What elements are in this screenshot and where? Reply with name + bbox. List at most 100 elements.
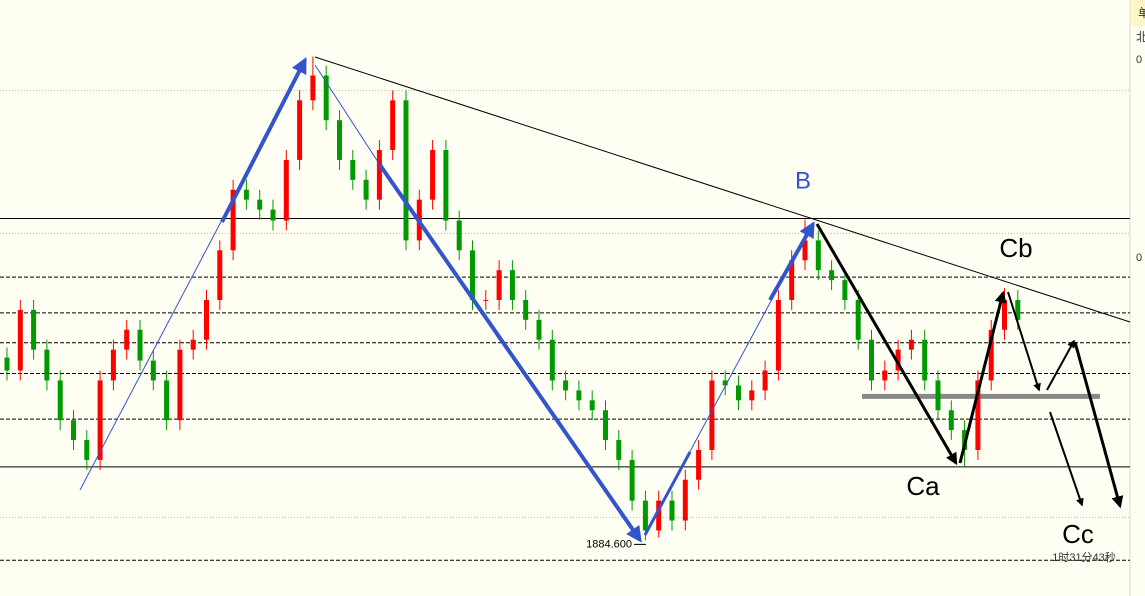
candle-body: [762, 370, 768, 391]
wave-arrow: [378, 163, 642, 543]
candle-body: [536, 319, 542, 340]
candle-body: [110, 349, 116, 381]
candle-body: [257, 199, 263, 210]
candle-body: [177, 349, 183, 421]
candle-body: [629, 459, 635, 501]
candle-body: [563, 380, 569, 391]
candle-body: [576, 390, 582, 401]
wave-arrow: [1049, 411, 1084, 507]
side-label: 0: [1136, 252, 1142, 264]
wave-arrow: [220, 57, 307, 223]
candle-body: [150, 360, 156, 381]
candle-body: [84, 440, 90, 460]
candle-body: [97, 380, 103, 460]
wave-line: [314, 64, 381, 166]
candle-body: [323, 75, 329, 121]
candle-body: [456, 220, 462, 251]
candle-body: [709, 380, 715, 450]
candle-body: [869, 339, 874, 381]
candle-body: [4, 357, 10, 371]
candle-body: [749, 390, 755, 401]
candle-body: [337, 120, 342, 160]
candle-body: [137, 329, 143, 361]
candle-body: [789, 260, 795, 300]
candle-body: [935, 380, 941, 411]
candle-body: [190, 339, 196, 350]
candle-body: [217, 250, 223, 300]
levels: [0, 89, 1130, 561]
candle-body: [855, 299, 861, 340]
candle-body: [124, 329, 130, 350]
candle-body: [470, 250, 475, 300]
candle-body: [390, 100, 396, 150]
candle-body: [948, 410, 954, 431]
candle-body: [1015, 299, 1021, 320]
candle-body: [230, 189, 236, 251]
candle-body: [829, 270, 835, 281]
candle-body: [682, 479, 688, 521]
candle-body: [17, 309, 23, 371]
candle-body: [350, 159, 356, 180]
candle-body: [722, 380, 728, 386]
drawings: [79, 56, 1131, 543]
candle-body: [376, 149, 382, 200]
candle-body: [403, 100, 409, 241]
candle-body: [882, 370, 888, 381]
side-label: 0: [1136, 54, 1142, 66]
candle-body: [895, 349, 901, 371]
wave-label: B: [795, 167, 811, 194]
candle-body: [603, 410, 608, 441]
candle-body: [483, 299, 489, 301]
candle-body: [243, 189, 249, 200]
candle-body: [496, 270, 502, 300]
side-label: 单: [1138, 6, 1145, 20]
candle-body: [363, 179, 369, 200]
candle-body: [57, 380, 63, 421]
wave-arrow: [1007, 291, 1041, 392]
candle-body: [283, 159, 289, 221]
candle-body: [204, 299, 209, 340]
candles: [4, 56, 1021, 541]
candle-body: [31, 309, 37, 350]
candle-body: [549, 339, 555, 381]
side-panel: [1131, 0, 1145, 26]
wave-arrow: [1046, 339, 1075, 391]
candle-body: [988, 329, 994, 381]
candle-body: [975, 380, 981, 450]
countdown: 1时31分43秒: [1052, 550, 1116, 564]
candle-body: [44, 349, 50, 381]
wave-arrow: [1073, 341, 1124, 509]
candle-body: [802, 240, 808, 261]
candle-body: [908, 339, 914, 350]
wave-arrow: [768, 221, 815, 301]
trendline: [314, 56, 1131, 323]
candle-body: [616, 440, 622, 460]
candle-body: [71, 420, 76, 441]
wave-label: Cb: [999, 233, 1032, 263]
candle-body: [297, 100, 303, 160]
candle-body: [509, 270, 515, 300]
wave-line: [643, 451, 692, 536]
candle-body: [430, 149, 436, 200]
candle-body: [922, 339, 928, 381]
wave-label: Cc: [1062, 519, 1094, 549]
candle-body: [589, 400, 595, 411]
candle-body: [523, 299, 529, 320]
wave-arrow: [815, 223, 958, 466]
candle-body: [1002, 299, 1007, 330]
candle-body: [842, 280, 848, 300]
candle-body: [310, 75, 316, 101]
wave-label: Ca: [906, 471, 940, 501]
candle-body: [696, 449, 702, 480]
candle-body: [736, 385, 741, 401]
side-label: 北: [1136, 30, 1145, 44]
wave-arrow: [958, 290, 1007, 464]
candle-body: [270, 209, 276, 221]
candle-body: [669, 500, 675, 521]
candle-body: [775, 299, 781, 371]
candle-body: [815, 240, 821, 271]
candle-body: [443, 149, 449, 221]
